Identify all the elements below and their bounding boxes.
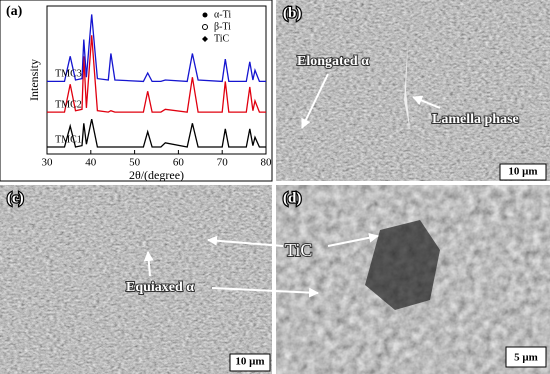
xrd-chart: 30 40 50 60 70 80 2θ/(degree) Intensity TMC1 TMC2… (27, 5, 273, 182)
x-axis-label: 2θ/(degree) (129, 168, 184, 182)
x-tick-label: 70 (217, 157, 229, 169)
x-tick-label: 40 (85, 157, 97, 169)
scale-bar-box (229, 353, 271, 372)
annotation: Equiaxed α (126, 280, 194, 295)
legend-label: TiC (214, 33, 230, 44)
arrow (207, 235, 284, 247)
series-line (47, 35, 266, 113)
series-label: TMC1 (55, 134, 82, 145)
legend-label: α-Ti (214, 9, 231, 20)
scale-bar: 10 μm (235, 356, 264, 368)
series-label: TMC2 (55, 99, 82, 110)
legend-symbol (202, 24, 208, 30)
panel-b: (b) Elongated α Lamella phase 10 μm (276, 0, 550, 181)
arrow (412, 95, 441, 109)
scale-bar: 10 μm (508, 166, 537, 178)
x-tick-label: 50 (129, 157, 141, 169)
legend-symbol (202, 12, 208, 18)
legend-label: β-Ti (214, 21, 231, 32)
micrograph (0, 185, 272, 374)
panel-label: (d) (283, 190, 301, 206)
annotation: Elongated α (297, 54, 369, 69)
tic-particle (365, 220, 440, 310)
x-tick-label: 80 (261, 157, 273, 169)
annotation: TiC (285, 240, 312, 260)
panel-label: (b) (283, 5, 301, 21)
series-line (47, 14, 266, 83)
panel-c: (c) 10 μm (0, 185, 272, 374)
arrow (143, 251, 154, 277)
x-tick-label: 60 (173, 157, 185, 169)
arrow (327, 232, 379, 247)
y-axis-label: Intensity (27, 59, 41, 101)
annotation: Lamella phase (432, 112, 519, 127)
scale-bar-box (499, 163, 547, 181)
panel-label: (a) (6, 4, 23, 19)
legend-symbol (202, 36, 208, 42)
scale-bar: 5 μm (514, 352, 538, 364)
scale-bar-box (505, 346, 547, 368)
series-label: TMC3 (55, 69, 82, 80)
panel-label: (c) (7, 190, 24, 206)
panel-d: (d) 5 μm (276, 185, 550, 374)
arrow (301, 73, 329, 129)
micrograph (276, 0, 550, 181)
arrow (211, 287, 319, 298)
x-tick-label: 30 (42, 157, 54, 169)
series-line (47, 118, 266, 148)
plot-frame (46, 5, 267, 155)
lamella (404, 40, 410, 130)
